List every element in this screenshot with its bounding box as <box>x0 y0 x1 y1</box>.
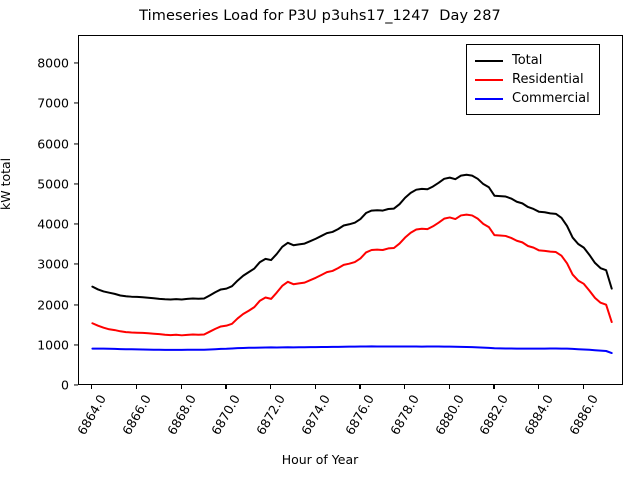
legend-item-commercial: Commercial <box>475 89 590 108</box>
x-axis-label: Hour of Year <box>281 452 359 467</box>
x-tick-mark <box>91 385 93 389</box>
y-tick-mark <box>74 344 78 346</box>
legend-item-total: Total <box>475 51 590 70</box>
legend-label: Total <box>512 53 543 68</box>
x-tick-mark <box>582 385 584 389</box>
y-tick-label: 3000 <box>37 256 69 272</box>
x-tick-mark <box>136 385 138 389</box>
x-tick-mark <box>314 385 316 389</box>
y-tick-label: 8000 <box>37 55 69 71</box>
y-tick-label: 6000 <box>37 136 69 152</box>
y-tick-mark <box>74 183 78 185</box>
legend: Total Residential Commercial <box>466 44 600 115</box>
series-line-total <box>91 173 613 301</box>
x-tick-mark <box>448 385 450 389</box>
x-tick-mark <box>359 385 361 389</box>
legend-swatch-residential <box>475 78 503 81</box>
legend-label: Commercial <box>512 91 590 106</box>
x-tick-mark <box>225 385 227 389</box>
x-tick-mark <box>538 385 540 389</box>
series-line-commercial <box>91 345 613 355</box>
legend-label: Residential <box>512 72 584 87</box>
y-tick-mark <box>74 263 78 265</box>
y-tick-label: 7000 <box>37 95 69 111</box>
series-lines <box>91 173 613 355</box>
y-tick-label: 2000 <box>37 297 69 313</box>
matplotlib-figure: Timeseries Load for P3U p3uhs17_1247 Day… <box>0 8 623 467</box>
x-tick-mark <box>404 385 406 389</box>
y-tick-label: 0 <box>61 377 69 393</box>
y-tick-label: 1000 <box>37 337 69 353</box>
legend-swatch-commercial <box>475 97 503 100</box>
y-tick-mark <box>74 62 78 64</box>
y-tick-mark <box>74 102 78 104</box>
x-tick-mark <box>270 385 272 389</box>
y-tick-label: 4000 <box>37 216 69 232</box>
y-tick-mark <box>74 143 78 145</box>
legend-swatch-total <box>475 59 503 62</box>
legend-item-residential: Residential <box>475 70 590 89</box>
x-tick-mark <box>180 385 182 389</box>
y-tick-label: 5000 <box>37 176 69 192</box>
y-tick-mark <box>74 303 78 306</box>
series-line-residential <box>91 213 613 337</box>
x-tick-mark <box>493 385 495 389</box>
y-tick-mark <box>74 223 78 225</box>
chart-title: Timeseries Load for P3U p3uhs17_1247 Day… <box>139 8 501 24</box>
y-tick-mark <box>74 384 78 386</box>
